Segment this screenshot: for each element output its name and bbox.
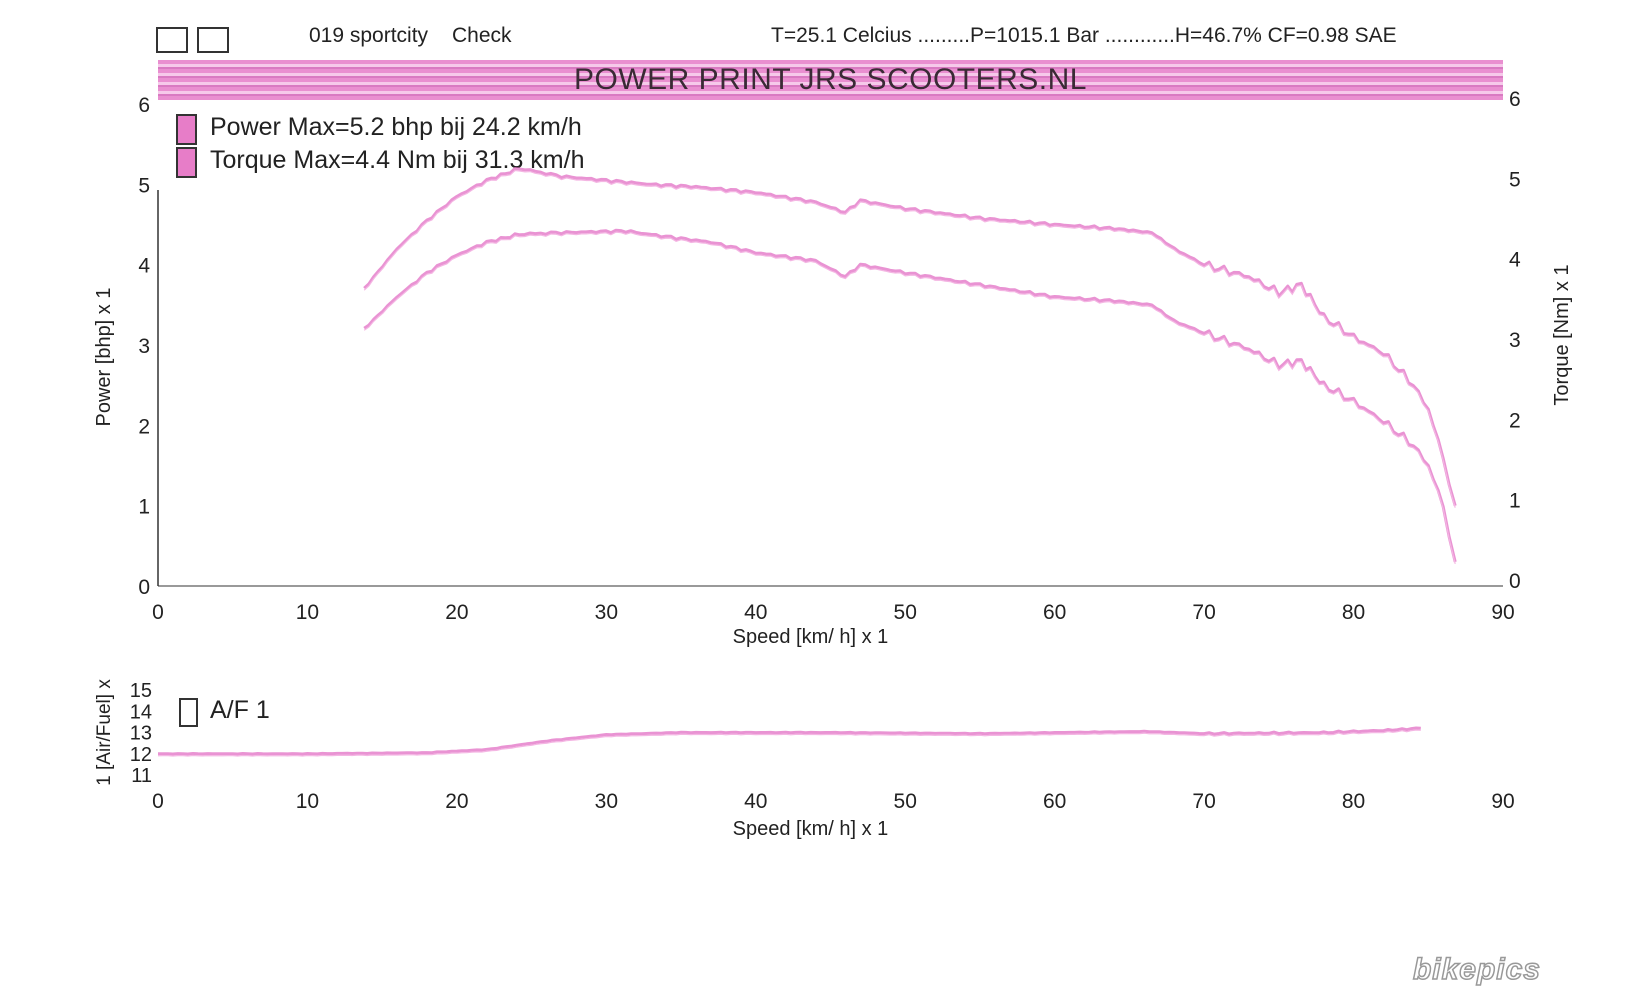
x-tick-label: 0 <box>152 790 164 813</box>
run-label: 019 sportcity <box>309 24 429 47</box>
torque-curve-shadow <box>363 231 1456 565</box>
title-banner: POWER PRINT JRS SCOOTERS.NL <box>158 60 1503 100</box>
x-tick-label: 40 <box>744 601 767 624</box>
af-y-tick-label: 11 <box>131 765 152 787</box>
af-curve-shadow <box>157 729 1421 757</box>
x-tick-label: 80 <box>1342 790 1365 813</box>
y-axis-label: Power [bhp] x 1 <box>93 288 115 427</box>
x-tick-label: 50 <box>894 601 917 624</box>
watermark-logo: bikepics <box>1412 952 1541 987</box>
x-tick-label: 60 <box>1043 601 1066 624</box>
power-legend-text: Power Max=5.2 bhp bij 24.2 km/h <box>210 113 582 141</box>
power-legend-swatch <box>176 114 197 145</box>
checkbox-1[interactable] <box>156 27 188 53</box>
y-tick-label: 6 <box>138 94 150 117</box>
y-tick-label: 1 <box>138 496 150 519</box>
x-tick-label: 10 <box>296 601 319 624</box>
conditions-text: T=25.1 Celcius .........P=1015.1 Bar ...… <box>771 24 1397 47</box>
x-tick-label: 50 <box>894 790 917 813</box>
x-tick-label: 70 <box>1192 790 1215 813</box>
x-tick-label: 90 <box>1491 601 1514 624</box>
af-y-tick-label: 15 <box>130 680 152 702</box>
banner-title: POWER PRINT JRS SCOOTERS.NL <box>573 63 1087 96</box>
check-label: Check <box>452 24 512 47</box>
y-tick-label: 0 <box>138 576 150 599</box>
y2-tick-label: 0 <box>1509 570 1521 593</box>
x-tick-label: 80 <box>1342 601 1365 624</box>
x-tick-label: 10 <box>296 790 319 813</box>
x-tick-label: 20 <box>445 601 468 624</box>
y2-tick-label: 3 <box>1509 329 1521 352</box>
y2-tick-label: 6 <box>1509 88 1521 111</box>
x-axis-label-af: Speed [km/ h] x 1 <box>733 818 889 840</box>
af-legend-box[interactable] <box>179 698 198 727</box>
x-tick-label: 90 <box>1491 790 1514 813</box>
checkbox-2[interactable] <box>197 27 229 53</box>
y2-axis-label: Torque [Nm] x 1 <box>1551 264 1573 405</box>
torque-legend-swatch <box>176 147 197 178</box>
y-tick-label: 3 <box>138 335 150 358</box>
y2-tick-label: 4 <box>1509 249 1521 272</box>
y-tick-label: 2 <box>138 415 150 438</box>
af-y-tick-label: 12 <box>130 744 152 766</box>
y2-tick-label: 1 <box>1509 490 1521 513</box>
y-tick-label: 4 <box>138 255 150 278</box>
af-y-tick-label: 13 <box>130 723 152 745</box>
y2-tick-label: 2 <box>1509 409 1521 432</box>
af-y-axis-label: 1 [Air/Fuel] x <box>94 679 115 786</box>
y2-tick-label: 5 <box>1509 168 1521 191</box>
torque-curve <box>363 228 1457 563</box>
af-legend-text: A/F 1 <box>210 696 270 724</box>
x-tick-label: 60 <box>1043 790 1066 813</box>
x-axis-label: Speed [km/ h] x 1 <box>733 626 889 648</box>
power-curve-shadow <box>363 169 1456 508</box>
x-tick-label: 30 <box>595 601 618 624</box>
x-tick-label: 0 <box>152 601 164 624</box>
x-tick-label: 30 <box>595 790 618 813</box>
x-tick-label: 40 <box>744 790 767 813</box>
x-tick-label: 70 <box>1192 601 1215 624</box>
y-tick-label: 5 <box>138 174 150 197</box>
af-curve <box>157 726 1421 756</box>
af-y-tick-label: 14 <box>130 701 152 723</box>
x-tick-label: 20 <box>445 790 468 813</box>
power-curve <box>363 167 1457 507</box>
